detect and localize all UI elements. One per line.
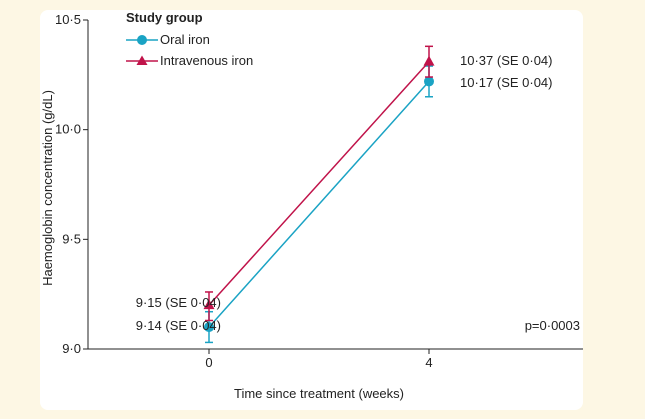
annotation-oral-week0: 9·14 (SE 0·04) bbox=[136, 318, 221, 333]
x-tick-label: 4 bbox=[425, 355, 432, 370]
annotations: 9·15 (SE 0·04) 9·14 (SE 0·04) 10·37 (SE … bbox=[136, 53, 580, 333]
y-tick-label: 9·0 bbox=[62, 341, 81, 356]
series-line bbox=[208, 61, 430, 306]
legend-entry-oral-iron: Oral iron bbox=[126, 32, 210, 47]
legend-entry-intravenous-iron: Intravenous iron bbox=[126, 53, 253, 68]
data-point bbox=[424, 76, 434, 87]
annotation-oral-week4: 10·17 (SE 0·04) bbox=[460, 75, 553, 90]
series-line bbox=[208, 80, 430, 328]
data-point bbox=[204, 322, 214, 333]
annotation-iv-week0: 9·15 (SE 0·04) bbox=[136, 295, 221, 310]
x-axis-label: Time since treatment (weeks) bbox=[234, 386, 404, 401]
y-ticks: 9·0 9·5 10·0 10·5 bbox=[55, 12, 88, 356]
legend-intravenous-iron-label: Intravenous iron bbox=[160, 53, 253, 68]
legend-intravenous-iron-marker bbox=[136, 55, 148, 65]
legend-oral-iron-marker bbox=[137, 35, 147, 45]
y-tick-label: 9·5 bbox=[62, 231, 81, 246]
y-tick-label: 10·5 bbox=[55, 12, 81, 27]
series-layer bbox=[203, 45, 435, 344]
series-intravenous-iron bbox=[203, 45, 435, 322]
x-tick-label: 0 bbox=[205, 355, 212, 370]
legend: Study group Oral iron Intravenous iron bbox=[126, 10, 253, 68]
y-tick-label: 10·0 bbox=[55, 122, 81, 137]
data-point bbox=[203, 299, 215, 310]
series-oral-iron bbox=[204, 65, 434, 344]
data-point bbox=[423, 55, 435, 66]
legend-title: Study group bbox=[126, 10, 203, 25]
annotation-p-value: p=0·0003 bbox=[525, 318, 580, 333]
annotation-iv-week4: 10·37 (SE 0·04) bbox=[460, 53, 553, 68]
y-axis-label: Haemoglobin concentration (g/dL) bbox=[40, 90, 55, 286]
legend-oral-iron-label: Oral iron bbox=[160, 32, 210, 47]
